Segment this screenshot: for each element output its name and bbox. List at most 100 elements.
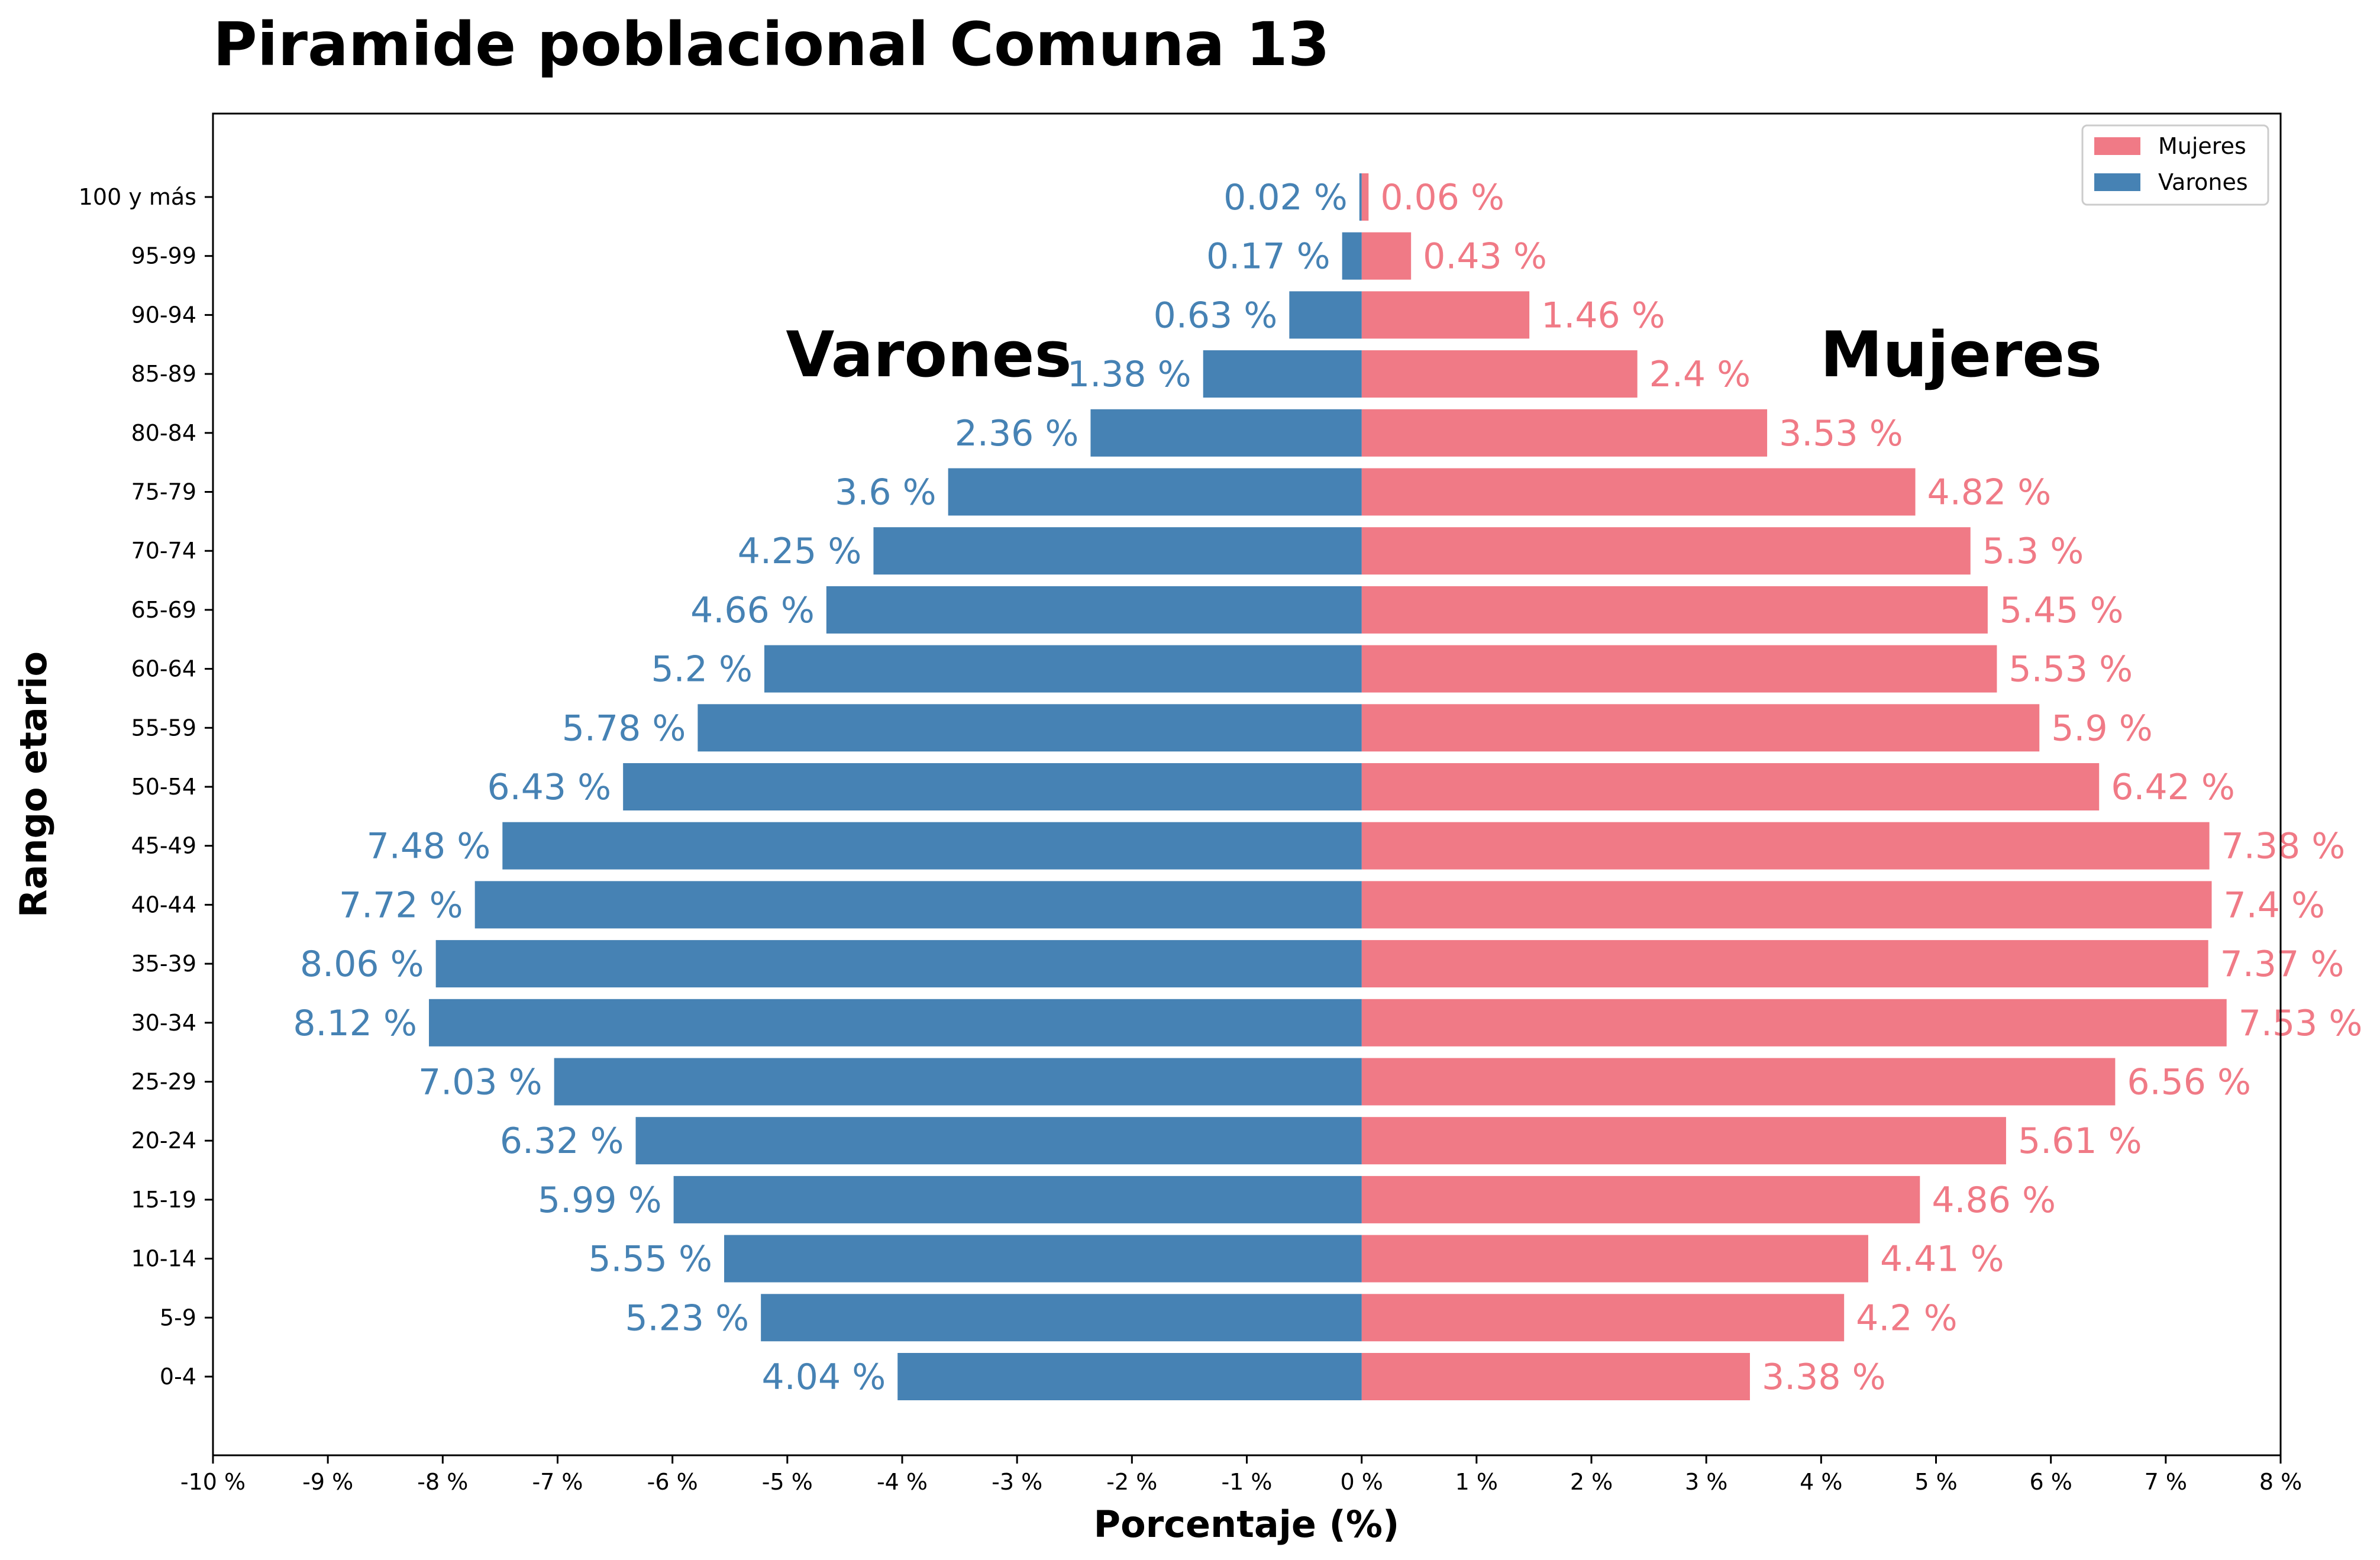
bar-label-mujeres-40-44: 7.4 % [2224, 884, 2326, 926]
bar-mujeres-15-19 [1361, 1175, 1920, 1223]
y-tick-label: 5-9 [160, 1304, 196, 1330]
bar-label-mujeres-80-84: 3.53 % [1779, 413, 1903, 454]
y-tick-label: 15-19 [131, 1187, 196, 1213]
bar-varones-85-89 [1203, 350, 1362, 398]
bar-label-mujeres-30-34: 7.53 % [2239, 1003, 2363, 1044]
y-tick-label: 30-34 [131, 1010, 196, 1036]
bar-varones-90-94 [1289, 291, 1362, 339]
y-tick-label: 100 y más [79, 184, 196, 210]
bar-varones-60-64 [764, 645, 1362, 693]
bar-mujeres-25-29 [1361, 1058, 2116, 1106]
legend-label-varones: Varones [2158, 169, 2248, 195]
bars-layer [429, 173, 2227, 1400]
y-tick-label: 75-79 [131, 479, 196, 505]
y-tick-label: 70-74 [131, 538, 196, 564]
bar-mujeres-55-59 [1361, 704, 2040, 752]
x-tick-label: -2 % [1106, 1469, 1157, 1495]
bar-label-mujeres-5-9: 4.2 % [1856, 1297, 1958, 1339]
bar-label-varones-35-39: 8.06 % [300, 944, 424, 985]
x-tick-label: 4 % [1800, 1469, 1842, 1495]
x-tick-label: 1 % [1455, 1469, 1498, 1495]
bar-label-mujeres-45-49: 7.38 % [2221, 826, 2346, 867]
x-tick-label: -4 % [877, 1469, 928, 1495]
bar-label-varones-55-59: 5.78 % [562, 708, 686, 749]
bar-varones-45-49 [502, 822, 1362, 870]
y-tick-label: 20-24 [131, 1128, 196, 1154]
bar-label-mujeres-25-29: 6.56 % [2127, 1062, 2251, 1103]
x-tick-label: 7 % [2145, 1469, 2187, 1495]
bar-mujeres-65-69 [1361, 586, 1988, 634]
x-tick-label: -7 % [532, 1469, 583, 1495]
bar-mujeres-20-24 [1361, 1117, 2006, 1165]
bar-varones-55-59 [697, 704, 1362, 752]
bar-label-mujeres-20-24: 5.61 % [2018, 1120, 2142, 1162]
y-tick-label: 65-69 [131, 597, 196, 623]
bar-varones-0-4 [897, 1353, 1362, 1400]
x-tick-label: 8 % [2259, 1469, 2302, 1495]
bar-mujeres-75-79 [1361, 468, 1916, 516]
bar-labels-layer: 3.38 % 4.2 % 4.41 % 4.86 % 5.61 % 6.56 % 7.53 … [293, 177, 2362, 1398]
bar-mujeres-5-9 [1361, 1294, 1845, 1342]
x-tick-label: 2 % [1570, 1469, 1613, 1495]
bar-label-mujeres-90-94: 1.46 % [1541, 295, 1665, 336]
x-tick-label: 5 % [1914, 1469, 1957, 1495]
bar-varones-80-84 [1090, 409, 1362, 457]
bar-label-mujeres-0-4: 3.38 % [1762, 1356, 1886, 1398]
bar-label-varones-30-34: 8.12 % [293, 1003, 417, 1044]
bar-mujeres-85-89 [1361, 350, 1638, 398]
legend-swatch-mujeres [2094, 137, 2140, 155]
y-axis-ticks: 0-4 5-9 10-14 15-19 20-24 25-29 30-34 35-39 40-4… [79, 184, 213, 1390]
bar-varones-95-99 [1342, 232, 1362, 280]
bar-varones-10-14 [724, 1235, 1362, 1283]
bar-label-varones-70-74: 4.25 % [738, 531, 862, 572]
bar-label-varones-65-69: 4.66 % [690, 590, 815, 631]
bar-label-varones-45-49: 7.48 % [367, 826, 491, 867]
x-tick-label: -1 % [1221, 1469, 1272, 1495]
x-tick-label: -5 % [762, 1469, 813, 1495]
x-tick-label: -8 % [417, 1469, 468, 1495]
x-tick-label: 3 % [1685, 1469, 1727, 1495]
bar-mujeres-40-44 [1361, 881, 2212, 929]
bar-mujeres-60-64 [1361, 645, 1997, 693]
bar-label-varones-75-79: 3.6 % [835, 472, 937, 513]
bar-label-varones-60-64: 5.2 % [651, 649, 753, 690]
bar-label-mujeres-60-64: 5.53 % [2008, 649, 2133, 690]
bar-label-mujeres-100 y más: 0.06 % [1380, 177, 1504, 218]
bar-label-varones-5-9: 5.23 % [625, 1297, 749, 1339]
y-tick-label: 25-29 [131, 1069, 196, 1095]
y-tick-label: 80-84 [131, 420, 196, 446]
bar-varones-5-9 [761, 1294, 1362, 1342]
bar-mujeres-80-84 [1361, 409, 1768, 457]
y-tick-label: 95-99 [131, 243, 196, 269]
bar-label-varones-85-89: 1.38 % [1067, 354, 1191, 395]
annotation-varones: Varones [786, 318, 1071, 391]
x-tick-label: -9 % [302, 1469, 353, 1495]
bar-varones-65-69 [826, 586, 1362, 634]
bar-mujeres-90-94 [1361, 291, 1530, 339]
y-axis-title: Rango etario [12, 651, 55, 918]
y-tick-label: 35-39 [131, 951, 196, 977]
bar-varones-70-74 [873, 527, 1362, 575]
bar-varones-75-79 [948, 468, 1362, 516]
bar-mujeres-50-54 [1361, 763, 2100, 810]
bar-varones-40-44 [474, 881, 1362, 929]
legend: Mujeres Varones [2081, 124, 2269, 206]
bar-label-varones-40-44: 7.72 % [339, 884, 463, 926]
bar-varones-30-34 [429, 999, 1362, 1047]
bar-varones-100 y más [1359, 173, 1362, 221]
bar-mujeres-10-14 [1361, 1235, 1868, 1283]
y-tick-label: 90-94 [131, 302, 196, 328]
chart-title: Piramide poblacional Comuna 13 [213, 9, 1330, 80]
y-tick-label: 45-49 [131, 833, 196, 859]
bar-label-mujeres-10-14: 4.41 % [1880, 1239, 2004, 1280]
bar-label-varones-25-29: 7.03 % [418, 1062, 542, 1103]
bar-label-varones-15-19: 5.99 % [538, 1180, 662, 1221]
bar-label-varones-20-24: 6.32 % [500, 1120, 624, 1162]
bar-label-varones-0-4: 4.04 % [762, 1356, 886, 1398]
bar-mujeres-70-74 [1361, 527, 1971, 575]
bar-varones-25-29 [554, 1058, 1362, 1106]
x-tick-label: 6 % [2029, 1469, 2072, 1495]
bar-mujeres-100 y más [1361, 173, 1369, 221]
y-tick-label: 50-54 [131, 774, 196, 800]
